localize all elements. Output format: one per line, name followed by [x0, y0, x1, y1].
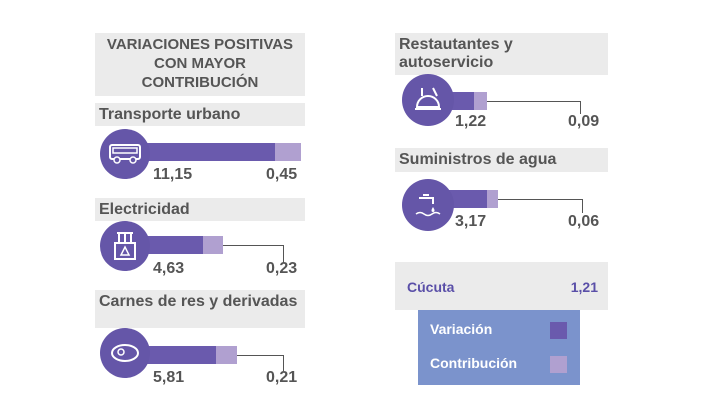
variation-value: 5,81 — [153, 369, 185, 386]
city-name: Cúcuta — [407, 279, 455, 295]
variation-value: 3,17 — [455, 213, 487, 230]
item-label-electricidad: Electricidad — [95, 198, 305, 221]
contribution-value: 0,23 — [266, 260, 298, 277]
contribution-bar — [275, 143, 301, 161]
contribution-bar — [216, 346, 237, 364]
city-summary: Cúcuta 1,21 — [395, 262, 608, 310]
legend: Variación Contribución — [418, 310, 580, 385]
bus-icon — [100, 129, 150, 179]
electric-tower-icon — [100, 221, 150, 271]
connector-line — [223, 245, 284, 263]
connector-line — [237, 355, 284, 371]
contribution-bar — [203, 236, 223, 254]
connector-line — [498, 199, 583, 213]
section-title: VARIACIONES POSITIVAS CON MAYOR CONTRIBU… — [95, 33, 305, 96]
contribution-bar — [474, 92, 487, 110]
item-label-restaurantes: Restautantes y autoservicio — [395, 33, 608, 75]
legend-contribution-swatch — [550, 356, 567, 373]
connector-line — [487, 101, 581, 114]
legend-contribution-label: Contribución — [430, 355, 518, 371]
variation-value: 4,63 — [153, 260, 185, 277]
contribution-value: 0,45 — [266, 166, 298, 183]
city-value: 1,21 — [570, 279, 598, 295]
variation-value: 11,15 — [153, 166, 193, 183]
contribution-value: 0,09 — [568, 113, 600, 130]
item-label-carnes: Carnes de res y derivadas — [95, 290, 305, 328]
restaurant-icon — [402, 74, 454, 126]
variation-bar — [124, 143, 275, 161]
contribution-bar — [487, 190, 498, 208]
item-label-agua: Suministros de agua — [395, 148, 608, 172]
variation-value: 1,22 — [455, 113, 487, 130]
contribution-value: 0,06 — [568, 213, 600, 230]
legend-variation-swatch — [550, 322, 567, 339]
contribution-value: 0,21 — [266, 369, 298, 386]
steak-icon — [100, 328, 150, 378]
legend-variation-label: Variación — [430, 321, 493, 337]
item-label-transporte: Transporte urbano — [95, 103, 305, 126]
water-tap-icon — [402, 179, 454, 231]
